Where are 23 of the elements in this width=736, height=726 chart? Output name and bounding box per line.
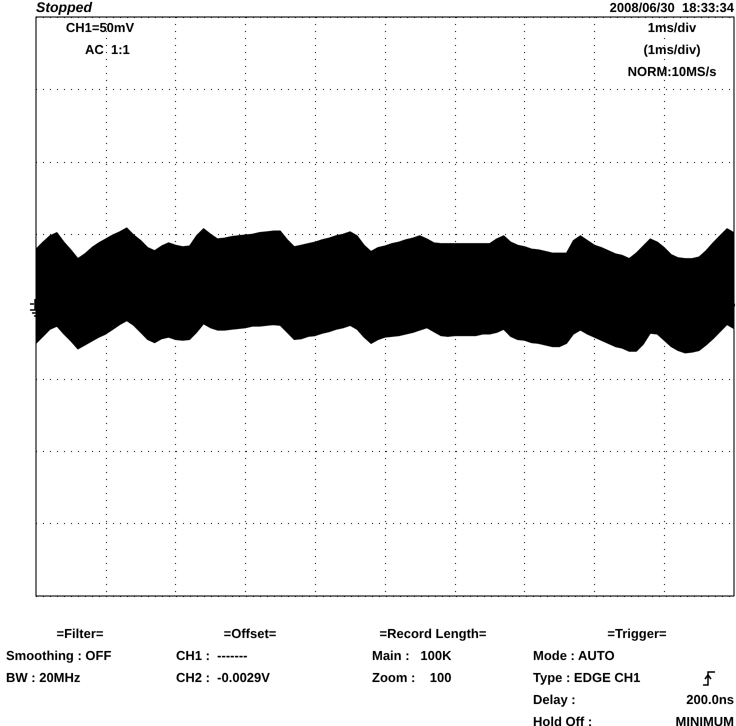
text: =Offset= bbox=[224, 626, 276, 641]
text: Mode : AUTO bbox=[533, 648, 615, 663]
text: =Record Length= bbox=[380, 626, 486, 641]
text: Main : 100K bbox=[372, 648, 452, 663]
text: NORM:10MS/s bbox=[628, 64, 716, 79]
text: CH1 : ------- bbox=[176, 648, 248, 663]
text: CH2 : -0.0029V bbox=[176, 670, 270, 685]
text: Zoom : 100 bbox=[372, 670, 452, 685]
text: 2008/06/30 18:33:34 bbox=[610, 0, 734, 15]
text: Delay : bbox=[533, 692, 576, 707]
text: AC 1:1 bbox=[85, 42, 130, 57]
text: (1ms/div) bbox=[643, 42, 701, 57]
text: Type : EDGE CH1 bbox=[533, 670, 640, 685]
text: CH1=50mV bbox=[66, 20, 134, 35]
text: Hold Off : bbox=[533, 714, 592, 726]
text: Stopped bbox=[36, 0, 92, 15]
text: Smoothing : OFF bbox=[6, 648, 112, 663]
text: =Trigger= bbox=[607, 626, 667, 641]
text: MINIMUM bbox=[676, 714, 734, 726]
text: 1ms/div bbox=[648, 20, 696, 35]
text: =Filter= bbox=[56, 626, 104, 641]
text: BW : 20MHz bbox=[6, 670, 80, 685]
text: 200.0ns bbox=[686, 692, 734, 707]
